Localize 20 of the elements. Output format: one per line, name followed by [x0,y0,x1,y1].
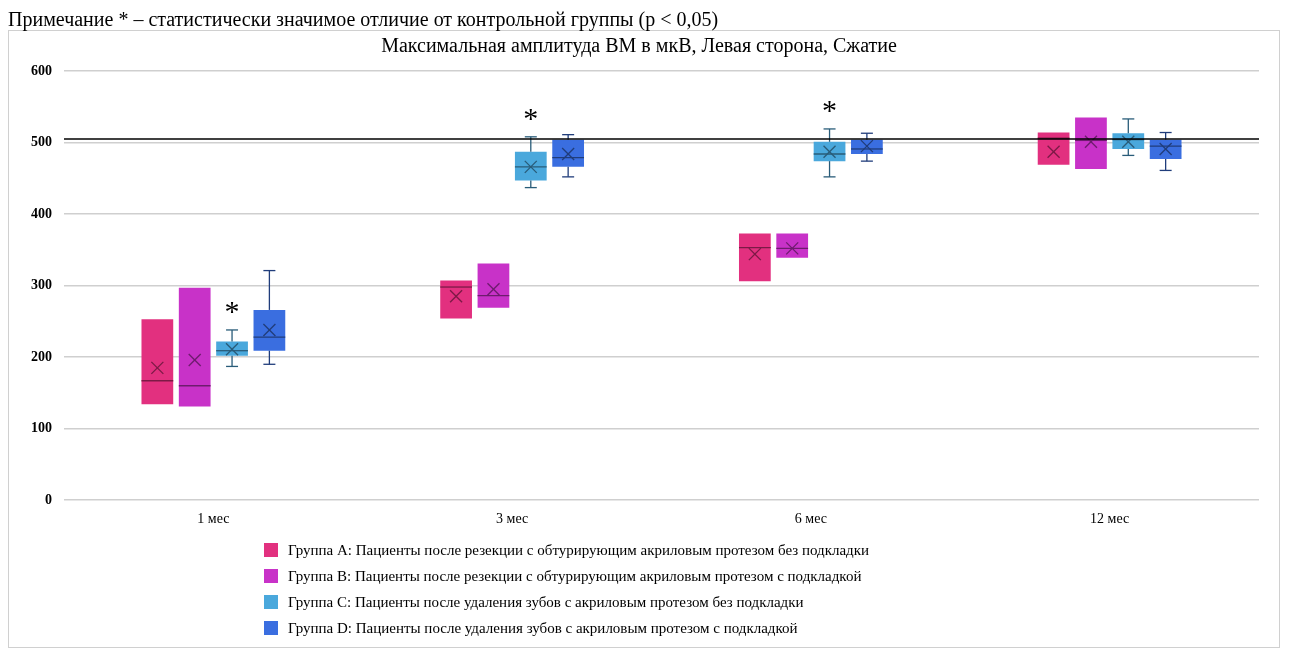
legend-label: Группа D: Пациенты после удаления зубов с акриловым протезом с подкладкой [288,619,798,637]
annotation: * [822,92,838,126]
y-tick-label: 100 [31,420,52,436]
y-tick-label: 0 [45,491,52,507]
legend-label: Группа B: Пациенты после резекции с обтурирующим акриловым протезом с подкладкой [288,567,862,585]
chart-title: Максимальная амплитуда ВМ в мкВ, Левая сторона, Сжатие [381,34,897,58]
y-tick-label: 300 [31,277,52,293]
legend-label: Группа A: Пациенты после резекции с обтурирующим акриловым протезом без подкладки [288,541,870,559]
y-tick-label: 400 [31,205,52,221]
x-tick-label: 1 мес [197,511,230,527]
y-tick-label: 500 [31,134,52,150]
annotation: * [523,100,539,134]
y-tick-label: 600 [31,62,52,78]
x-tick-label: 12 мес [1090,511,1130,527]
text: Примечание * – статистически значимое отличие от контрольной группы (р < 0,05) [8,8,720,30]
x-tick-label: 6 мес [794,511,827,527]
annotation: * [224,293,240,327]
legend-label: Группа C: Пациенты после удаления зубов с акриловым протезом без подкладки [288,593,804,611]
x-tick-label: 3 мес [496,511,529,527]
y-tick-label: 200 [31,348,52,364]
